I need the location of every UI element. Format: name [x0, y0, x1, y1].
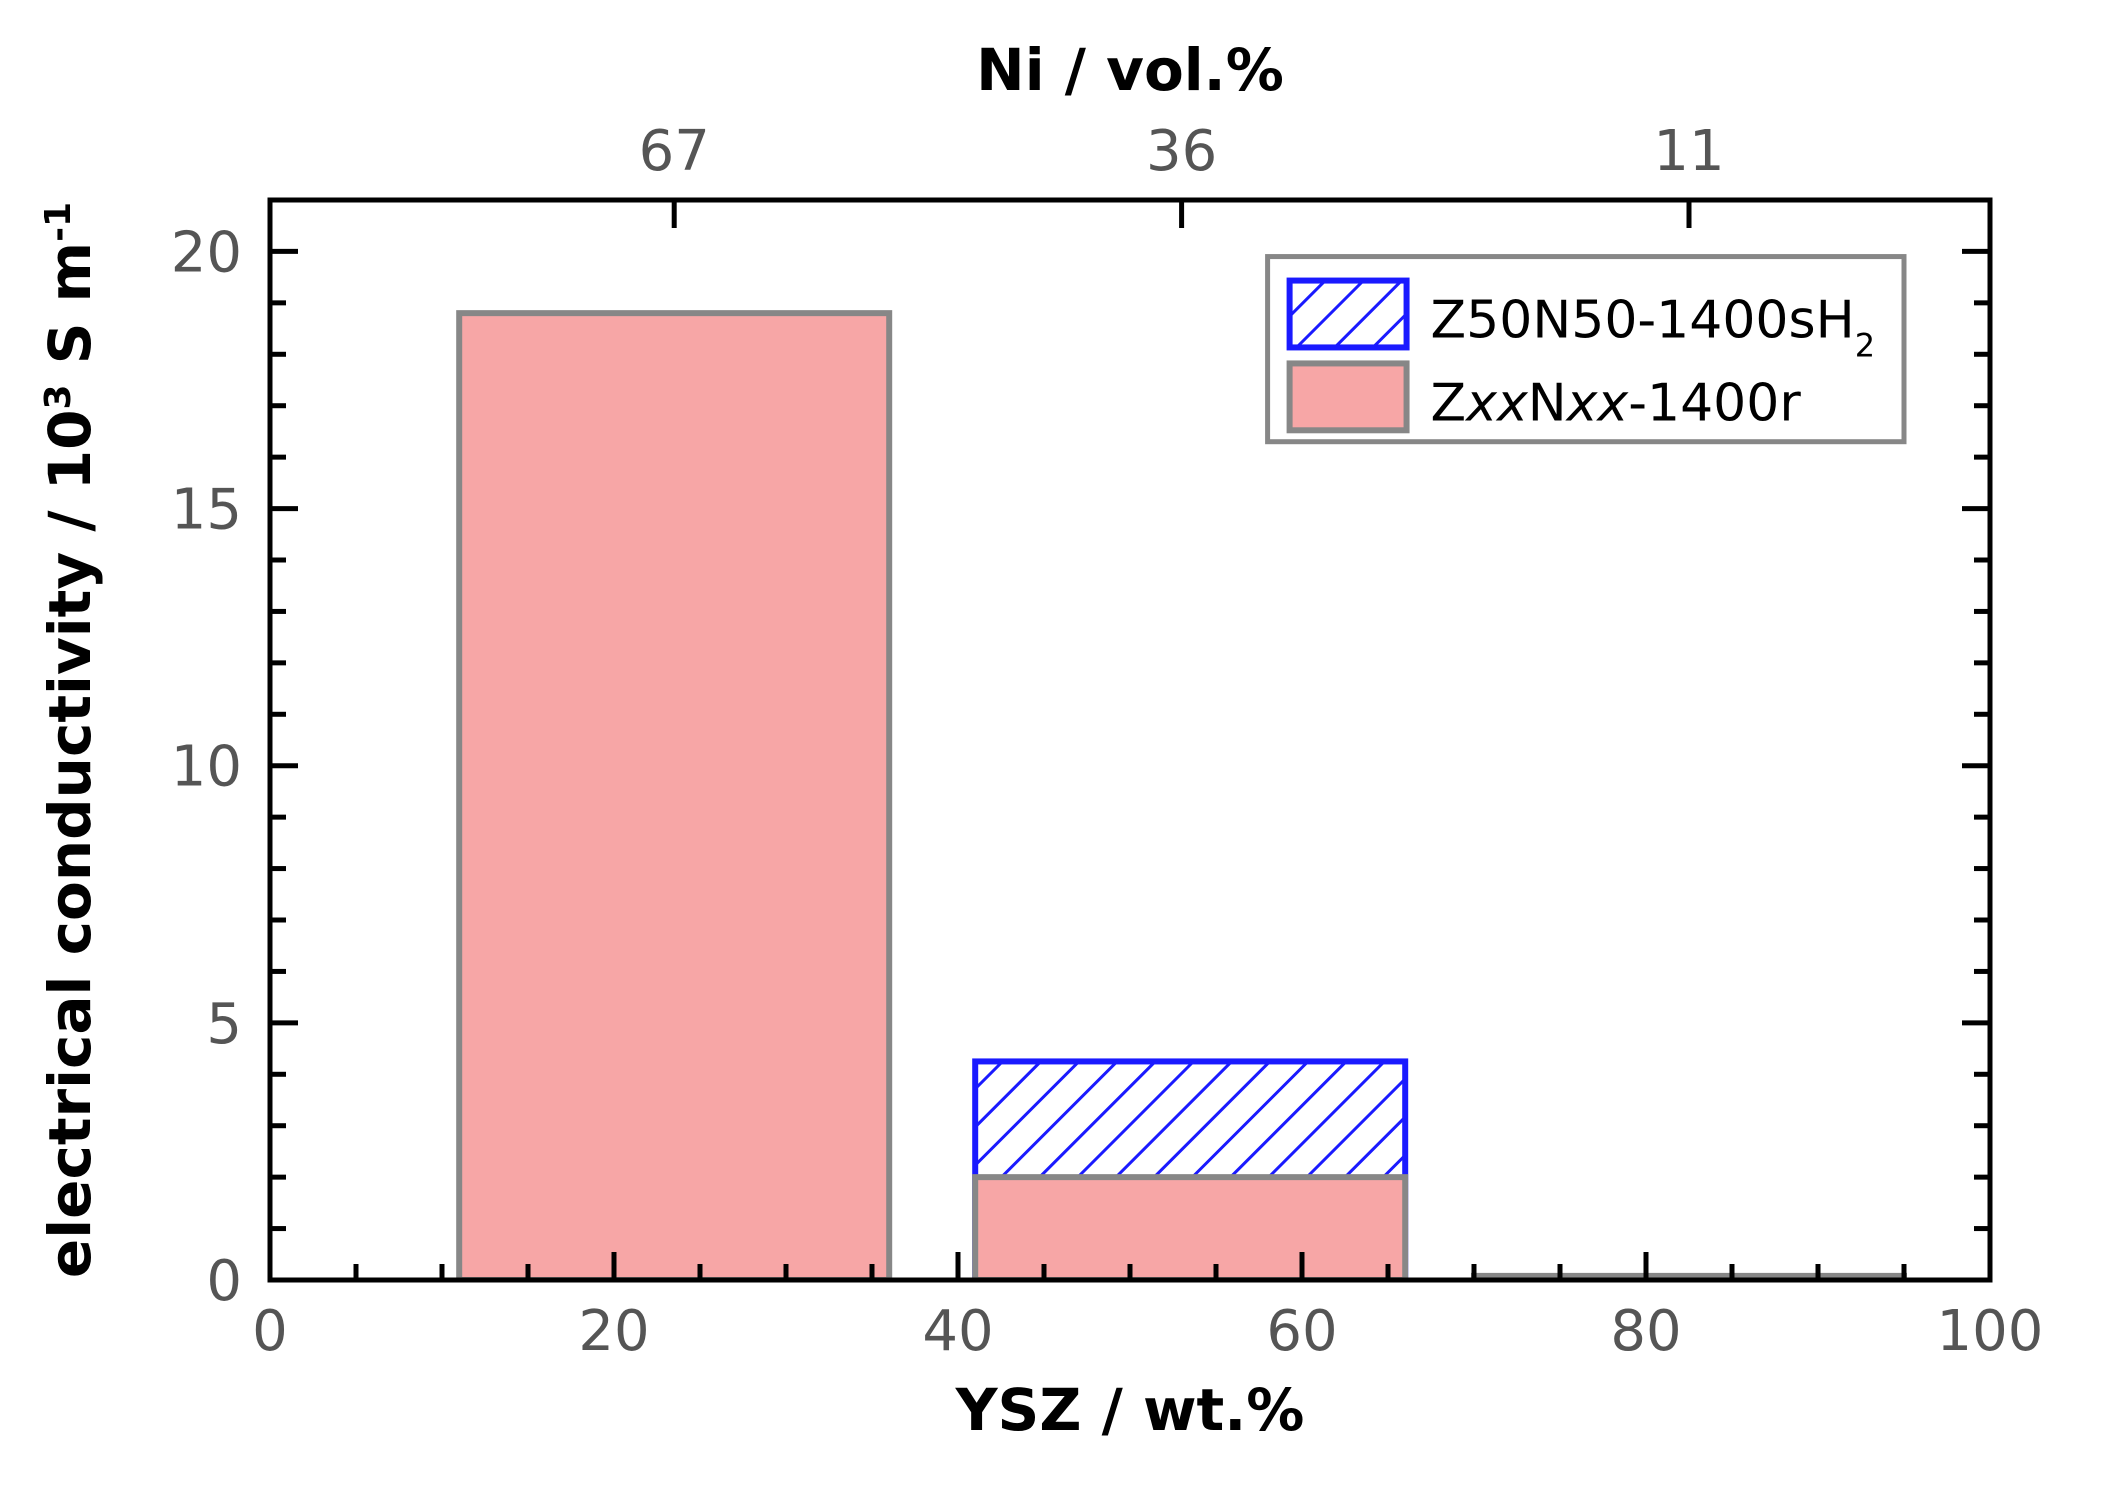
x-tick-label: 20 [578, 1299, 649, 1364]
x-tick-label: 60 [1266, 1299, 1337, 1364]
x-tick-label: 40 [922, 1299, 993, 1364]
top-x-tick-label: 11 [1653, 119, 1724, 184]
y-tick-label: 15 [171, 478, 242, 543]
legend-swatch-solid [1290, 363, 1407, 430]
y-tick-label: 0 [206, 1249, 242, 1314]
bar-zxxnxx_1400r [975, 1177, 1405, 1280]
x-axis-label: YSZ / wt.% [955, 1376, 1305, 1444]
top-x-tick-label: 67 [639, 119, 710, 184]
y-axis-label: electrical conductivity / 103 S m-1 [36, 202, 104, 1278]
legend-label-2: ZxxNxx-1400r [1431, 373, 1802, 433]
y-tick-label: 20 [171, 220, 242, 285]
y-tick-label: 5 [206, 992, 242, 1057]
top-x-tick-label: 36 [1146, 119, 1217, 184]
conductivity-bar-chart: 0 20 40 60 80 100 YSZ / wt.% 67 36 11 Ni / vol.% 0 5… [0, 0, 2102, 1499]
legend: Z50N50-1400sH2ZxxNxx-1400r [1268, 257, 1904, 442]
x-tick-label: 80 [1610, 1299, 1681, 1364]
chart-svg: 0 20 40 60 80 100 YSZ / wt.% 67 36 11 Ni / vol.% 0 5… [0, 0, 2102, 1499]
x-tick-label: 100 [1937, 1299, 2044, 1364]
x-tick-label: 0 [252, 1299, 288, 1364]
top-x-axis-label: Ni / vol.% [976, 36, 1284, 104]
y-tick-label: 10 [171, 735, 242, 800]
bar-zxxnxx_1400r [459, 313, 889, 1280]
legend-swatch-hatched [1290, 281, 1407, 348]
